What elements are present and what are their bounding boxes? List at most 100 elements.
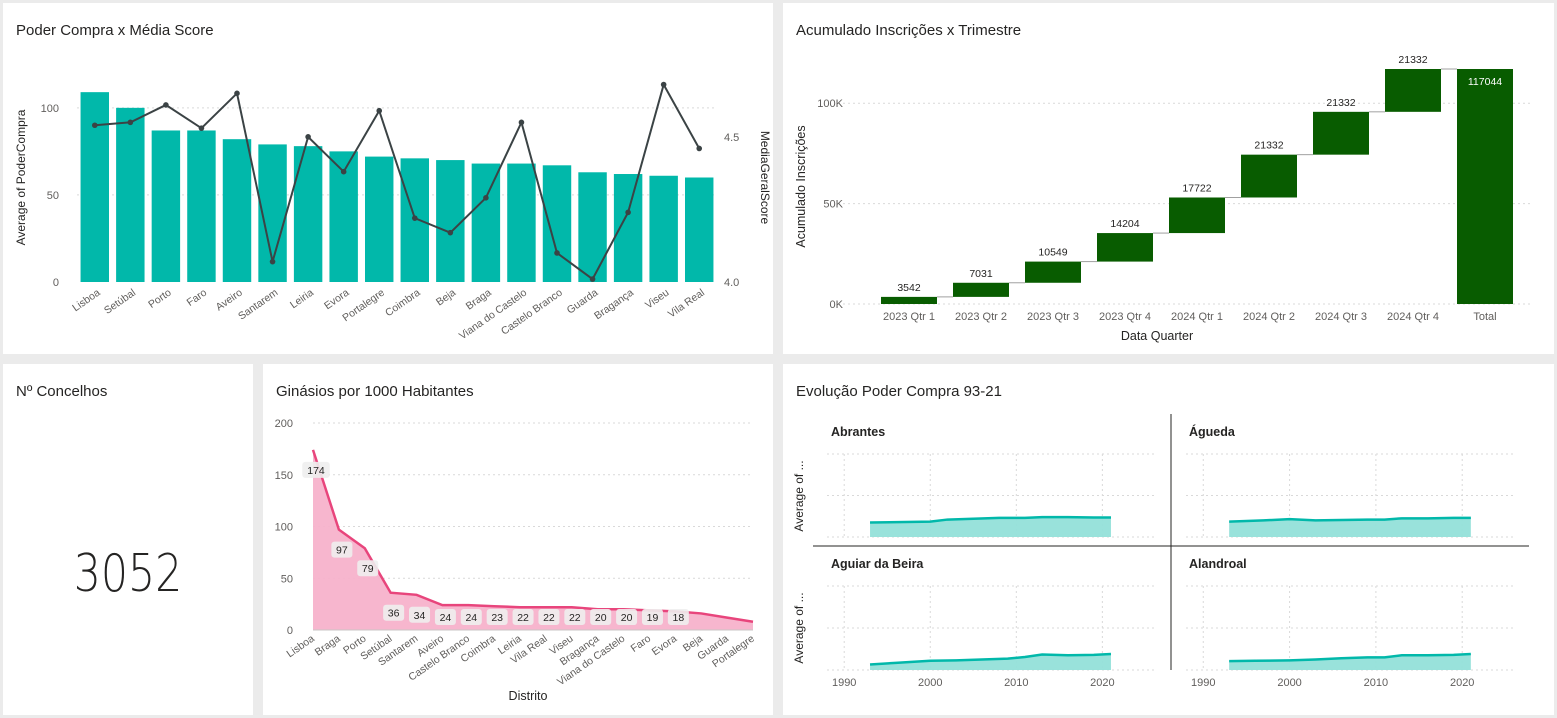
score-point bbox=[411, 215, 418, 221]
x-tick-label: Faro bbox=[185, 287, 210, 309]
data-label: 23 bbox=[491, 612, 503, 624]
y-axis-title: Average of ... bbox=[792, 592, 806, 663]
x-tick-label: Coimbra bbox=[383, 287, 423, 320]
panel-acumulado-inscricoes: Acumulado Inscrições x Trimestre 0K 50K 10… bbox=[783, 3, 1554, 354]
data-label: 24 bbox=[465, 612, 477, 624]
score-point bbox=[518, 119, 525, 126]
y-tick-label: 200 bbox=[275, 418, 293, 430]
area-line bbox=[1229, 516, 1471, 523]
area-line bbox=[1229, 652, 1471, 663]
score-point bbox=[696, 145, 703, 152]
x-tick-label: 2023 Qtr 1 bbox=[883, 311, 935, 323]
x-tick-label: 2024 Qtr 4 bbox=[1387, 311, 1439, 323]
x-tick-label: 2000 bbox=[1277, 677, 1301, 689]
bar bbox=[80, 92, 109, 283]
data-label: 34 bbox=[414, 610, 426, 622]
data-label: 14204 bbox=[1110, 218, 1139, 230]
x-tick-label: 1990 bbox=[832, 677, 856, 689]
x-tick-label: Santarem bbox=[236, 286, 280, 322]
area-chart[interactable]: 0 50 100 150 200 174 97 79 36 34 24 24 23 22 22 22 20 20 1… bbox=[263, 364, 773, 715]
data-label-bg bbox=[357, 560, 379, 577]
score-point bbox=[589, 276, 596, 282]
data-label-bg bbox=[331, 541, 353, 558]
data-label: 36 bbox=[388, 608, 400, 620]
x-tick-label: Evora bbox=[322, 287, 351, 313]
y-tick-label: 100 bbox=[275, 522, 293, 534]
x-tick-label: Castelo Branco bbox=[499, 287, 565, 338]
small-multiples-chart[interactable]: Abrantes Águeda Aguiar da Beira Alandroal Av… bbox=[783, 364, 1554, 715]
data-label: 117044 bbox=[1468, 76, 1502, 88]
bar bbox=[578, 172, 607, 282]
data-label-bg bbox=[434, 609, 456, 625]
x-tick-label: 2023 Qtr 4 bbox=[1099, 311, 1151, 323]
facet-title: Abrantes bbox=[831, 425, 885, 439]
area-fill bbox=[313, 449, 753, 630]
bar bbox=[507, 163, 536, 282]
x-tick-label: 2010 bbox=[1004, 677, 1028, 689]
increase-bar bbox=[1169, 197, 1225, 234]
panel-title: Ginásios por 1000 Habitantes bbox=[276, 383, 474, 400]
x-tick-label: Setúbal bbox=[102, 287, 138, 317]
x-tick-label: 2024 Qtr 1 bbox=[1171, 311, 1223, 323]
panel-title: Nº Concelhos bbox=[16, 383, 108, 400]
increase-bar bbox=[953, 282, 1009, 297]
x-tick-label: 2023 Qtr 3 bbox=[1027, 311, 1079, 323]
area-line bbox=[869, 652, 1112, 666]
data-label-bg bbox=[512, 609, 534, 625]
data-label-bg bbox=[302, 461, 330, 478]
score-point bbox=[625, 209, 631, 216]
score-point bbox=[340, 168, 347, 175]
bar bbox=[116, 107, 145, 282]
data-label-bg bbox=[667, 609, 689, 625]
kpi-value: 3052 bbox=[73, 544, 183, 604]
x-axis-title: Data Quarter bbox=[1121, 329, 1193, 343]
y2-tick-label: 4.5 bbox=[724, 132, 739, 144]
data-label: 21332 bbox=[1398, 54, 1427, 66]
x-tick-label: Leiria bbox=[288, 287, 316, 312]
bar bbox=[685, 177, 714, 282]
data-label: 97 bbox=[336, 545, 348, 557]
y2-axis-title: MediaGeralScore bbox=[758, 131, 772, 225]
data-label-bg bbox=[383, 604, 405, 621]
data-label: 20 bbox=[595, 612, 607, 624]
data-label: 22 bbox=[543, 612, 555, 624]
data-label-bg bbox=[641, 609, 663, 625]
x-tick-label: 2020 bbox=[1450, 677, 1474, 689]
x-tick-label: 2024 Qtr 2 bbox=[1243, 311, 1295, 323]
score-point bbox=[660, 81, 667, 88]
score-point bbox=[483, 195, 489, 201]
x-tick-label: Bragança bbox=[592, 287, 636, 323]
data-label: 18 bbox=[673, 612, 685, 624]
data-label: 7031 bbox=[969, 268, 993, 280]
data-label: 21332 bbox=[1254, 140, 1283, 152]
data-label-bg bbox=[538, 609, 560, 625]
panel-title: Acumulado Inscrições x Trimestre bbox=[796, 22, 1022, 39]
increase-bar bbox=[1025, 261, 1081, 283]
y-tick-label: 100K bbox=[817, 98, 843, 110]
y-tick-label: 50 bbox=[47, 190, 59, 202]
y-axis-title: Average of PoderCompra bbox=[14, 109, 28, 245]
y-tick-label: 150 bbox=[275, 470, 293, 482]
area-fill bbox=[870, 654, 1111, 670]
y-tick-label: 50K bbox=[823, 199, 843, 211]
data-label-bg bbox=[590, 609, 612, 625]
data-label: 79 bbox=[362, 563, 374, 575]
combo-chart[interactable]: 0 50 100 4.0 4.5 Average of PoderCompra MediaG… bbox=[3, 3, 773, 354]
panel-n-concelhos: Nº Concelhos 3052 bbox=[3, 364, 253, 715]
x-tick-label: Porto bbox=[146, 287, 174, 311]
y-tick-label: 0K bbox=[830, 299, 844, 311]
data-label-bg bbox=[486, 609, 508, 625]
x-tick-label: Braga bbox=[313, 633, 343, 659]
x-tick-label: 1990 bbox=[1191, 677, 1215, 689]
increase-bar bbox=[881, 296, 937, 304]
data-label: 174 bbox=[307, 465, 325, 477]
waterfall-chart[interactable]: 0K 50K 100K Acumulado Inscrições Data Quarte… bbox=[783, 3, 1554, 354]
score-point bbox=[447, 229, 454, 236]
bar bbox=[649, 175, 678, 282]
data-label-bg bbox=[564, 609, 586, 625]
panel-ginasios: Ginásios por 1000 Habitantes 0 50 100 150 20… bbox=[263, 364, 773, 715]
data-label-bg bbox=[616, 609, 638, 625]
area-fill bbox=[1229, 517, 1471, 537]
x-tick-label: Faro bbox=[629, 633, 654, 655]
score-point bbox=[234, 90, 240, 97]
